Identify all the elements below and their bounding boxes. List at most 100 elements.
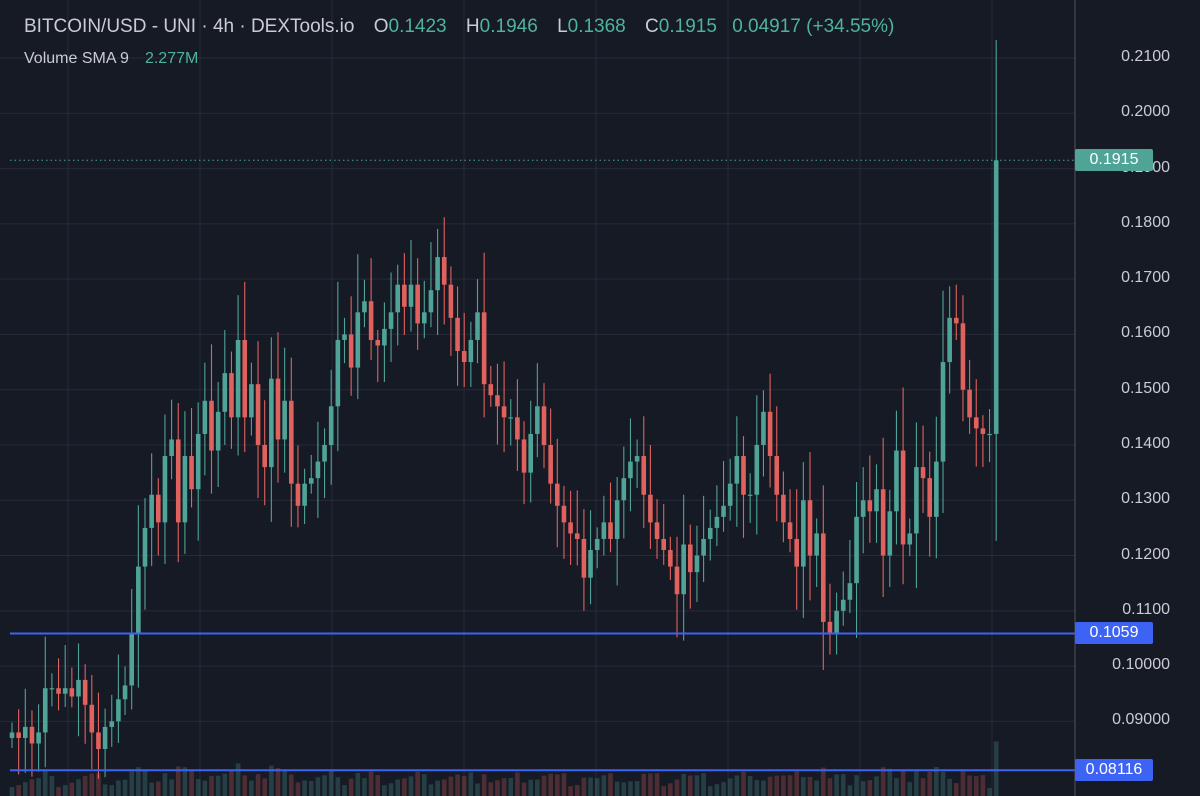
candle-body xyxy=(794,538,799,567)
volume-bar xyxy=(821,767,826,796)
grid-lines xyxy=(0,0,1075,796)
volume-bar xyxy=(940,771,946,796)
candle-body xyxy=(382,328,387,346)
volume-bar xyxy=(295,782,301,796)
volume-bar xyxy=(581,777,587,796)
volume-bar xyxy=(508,778,514,796)
y-tick-label: 0.2000 xyxy=(1121,103,1170,121)
candle-body xyxy=(787,522,793,539)
candle-body xyxy=(295,483,301,506)
volume-bar xyxy=(880,767,886,796)
volume-bar xyxy=(555,774,560,796)
volume-bar xyxy=(973,776,979,796)
candle-body xyxy=(940,362,946,462)
volume-bar xyxy=(428,784,434,796)
candle-body xyxy=(608,522,613,539)
volume-bar xyxy=(867,780,873,796)
volume-bar xyxy=(202,780,208,796)
chart-title: BITCOIN/USD - UNI · 4h · DEXTools.io xyxy=(24,16,355,37)
volume-bar xyxy=(761,780,766,796)
candle-body xyxy=(854,516,859,584)
candle-body xyxy=(741,456,746,495)
candle-body xyxy=(927,478,932,517)
candle-body xyxy=(614,500,620,539)
candle-body xyxy=(175,439,181,523)
candle-body xyxy=(76,679,81,697)
volume-bar xyxy=(402,778,407,796)
volume-bar xyxy=(162,773,168,796)
candles xyxy=(9,40,999,779)
candle-body xyxy=(548,444,553,484)
volume-bar xyxy=(927,771,932,796)
volume-bar xyxy=(894,778,899,796)
volume-bar xyxy=(747,776,753,796)
close-value: 0.1915 xyxy=(658,16,717,37)
volume-bar xyxy=(521,782,527,796)
open-value: 0.1423 xyxy=(388,16,447,37)
volume-bar xyxy=(82,775,88,796)
volume-bar xyxy=(149,782,154,796)
volume-bar xyxy=(109,785,115,796)
volume-bar xyxy=(634,781,640,796)
candle-body xyxy=(222,373,228,412)
candle-body xyxy=(515,417,520,440)
candle-body xyxy=(96,732,101,750)
volume-bar xyxy=(282,769,287,796)
candle-body xyxy=(674,566,680,595)
volume-bar xyxy=(541,775,547,796)
candle-body xyxy=(202,400,208,434)
candle-body xyxy=(129,632,134,686)
volume-bar xyxy=(628,781,633,796)
volume-bar xyxy=(136,767,141,796)
candle-body xyxy=(781,494,786,523)
candle-body xyxy=(69,688,75,697)
volume-bar xyxy=(461,776,467,796)
change-value: 0.04917 (+34.55%) xyxy=(732,16,895,37)
volume-bar xyxy=(601,775,607,796)
candle-body xyxy=(189,456,194,490)
candle-body xyxy=(408,284,414,307)
volume-bar xyxy=(960,771,966,796)
volume-bar xyxy=(435,780,440,796)
volume-bar xyxy=(934,767,939,796)
volume-bar xyxy=(342,785,347,796)
candle-body xyxy=(335,339,341,407)
volume-bar xyxy=(654,773,660,796)
volume-bar xyxy=(415,771,420,796)
volume-bar xyxy=(900,770,906,796)
candle-body xyxy=(169,439,174,457)
volume-bar xyxy=(362,778,367,796)
volume-bar xyxy=(249,780,254,796)
volume-bar xyxy=(967,775,972,796)
candle-body xyxy=(648,494,653,523)
candle-body xyxy=(402,284,407,307)
support-2-badge: 0.08116 xyxy=(1075,759,1153,782)
volume-bar xyxy=(242,775,248,796)
volume-bar xyxy=(834,774,839,796)
candle-body xyxy=(16,732,21,738)
volume-bar xyxy=(721,782,726,796)
candle-body xyxy=(215,411,221,451)
candle-body xyxy=(102,726,108,750)
candle-body xyxy=(801,500,806,567)
volume-bar xyxy=(887,768,893,796)
candle-body xyxy=(209,400,214,451)
volume-bar xyxy=(375,775,381,796)
candle-body xyxy=(495,395,500,407)
high-value: 0.1946 xyxy=(479,16,538,37)
candle-body xyxy=(255,384,261,445)
volume-bar xyxy=(661,786,666,796)
volume-bar xyxy=(794,771,799,796)
volume-bar xyxy=(455,774,460,796)
candle-body xyxy=(947,317,952,363)
candle-body xyxy=(375,339,381,346)
volume-bar xyxy=(129,771,134,796)
volume-bar xyxy=(355,773,361,796)
candle-body xyxy=(967,389,972,418)
candle-body xyxy=(535,406,540,434)
candle-body xyxy=(894,450,899,512)
volume-bar xyxy=(269,765,274,796)
candle-body xyxy=(56,688,61,694)
candle-body xyxy=(262,444,267,468)
